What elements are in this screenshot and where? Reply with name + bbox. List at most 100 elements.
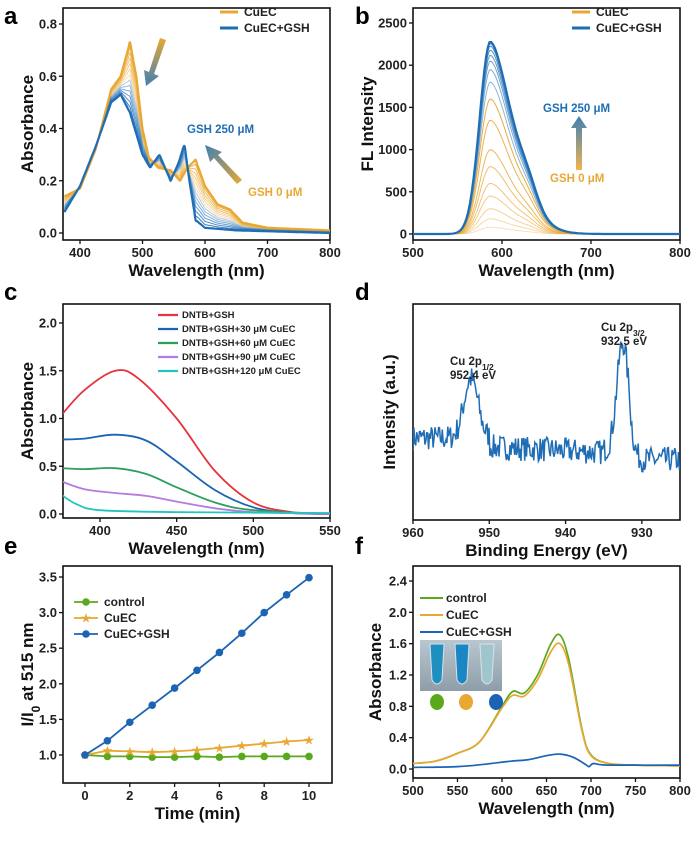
fl-spectrum-curve (413, 54, 680, 235)
legend-label: CuEC+GSH (446, 625, 512, 639)
x-tick-label: 700 (580, 783, 602, 798)
peak-label-subscript: 1/2 (482, 362, 494, 372)
increase-arrow-icon (571, 116, 587, 170)
panel-label-c: c (4, 279, 17, 306)
y-tick-label: 1.0 (39, 411, 57, 426)
fl-spectrum-curve (413, 40, 680, 236)
y-tick-label: 2.5 (39, 641, 57, 656)
data-point (148, 701, 156, 709)
x-tick-label: 700 (257, 245, 279, 260)
peak-energy-label: 952.4 eV (450, 370, 496, 382)
data-point (82, 630, 90, 638)
y-tick-label: 1.0 (39, 748, 57, 763)
x-tick-label: 940 (555, 525, 577, 540)
annotation-gsh-0: GSH 0 μM (550, 173, 604, 185)
y-tick-label: 0.5 (39, 459, 57, 474)
data-point (238, 752, 246, 761)
color-dot-icon (459, 694, 473, 710)
y-tick-label: 0.8 (39, 17, 57, 32)
legend-label: CuEC (104, 611, 137, 625)
data-point (305, 752, 313, 761)
plot-frame-e (62, 565, 333, 784)
x-tick-label: 750 (625, 783, 647, 798)
plot-area-f (413, 633, 680, 769)
data-point (215, 648, 224, 657)
legend-label: CuEC+GSH (596, 21, 662, 35)
y-tick-label: 0.2 (39, 173, 57, 188)
legend-label: DNTB+GSH+90 μM CuEC (182, 352, 296, 363)
spectrum-curve (63, 88, 330, 233)
data-point (215, 753, 224, 761)
y-tick-label: 3.5 (39, 570, 57, 585)
spectrum-curve (63, 41, 330, 232)
star-marker: ★ (169, 744, 181, 759)
x-tick-label: 930 (631, 525, 653, 540)
x-tick-label: 500 (402, 783, 424, 798)
data-point (126, 718, 134, 727)
data-point (260, 608, 269, 617)
x-tick-label: 550 (319, 523, 341, 538)
y-axis-title: FL Intensity (358, 76, 377, 172)
x-tick-label: 400 (89, 523, 111, 538)
y-tick-label: 0.4 (389, 730, 408, 745)
spectrum-curve (64, 58, 330, 232)
data-point (82, 598, 90, 606)
x-tick-label: 950 (478, 525, 500, 540)
y-tick-label: 1.2 (389, 668, 407, 683)
star-marker: ★ (80, 611, 92, 626)
y-tick-label: 2500 (378, 16, 407, 31)
data-point (126, 752, 134, 761)
tube-icon (479, 643, 495, 685)
plot-area-a (63, 41, 330, 235)
fl-spectrum-curve (413, 60, 680, 235)
panel-label-a: a (4, 3, 18, 30)
chart-c: 400 450 500 550 0.0 0.5 1.0 1.5 2.0 Wavelength (n… (18, 303, 341, 558)
y-axis-title-subscript: 0 (29, 705, 43, 712)
x-tick-label: 500 (242, 523, 264, 538)
tube-icon (429, 643, 445, 685)
plot-area-b (413, 40, 680, 236)
legend-label: CuEC (244, 5, 277, 19)
plot-area-c (63, 369, 330, 515)
fl-spectrum-curve (413, 45, 680, 235)
legend-label: CuEC+GSH (244, 21, 310, 35)
y-tick-label: 3.0 (39, 605, 57, 620)
fl-spectrum-curve (413, 98, 680, 235)
legend-label: control (446, 591, 487, 605)
data-point (282, 591, 291, 599)
x-axis-title: Wavelength (nm) (128, 261, 264, 280)
y-tick-label: 0.0 (39, 507, 57, 522)
xps-spectrum-line (413, 341, 680, 473)
peak-label-subscript: 3/2 (633, 328, 645, 338)
plot-frame-b (412, 7, 681, 241)
y-tick-label: 0.8 (389, 699, 407, 714)
series-line (63, 481, 330, 515)
y-tick-label: 2.0 (39, 676, 57, 691)
data-point (103, 752, 112, 761)
fl-spectrum-curve (413, 43, 680, 235)
peak-energy-label: 932.5 eV (601, 336, 647, 348)
shift-arrow-icon (205, 145, 242, 184)
data-point (103, 736, 112, 745)
y-axis-title: Intensity (a.u.) (380, 354, 399, 469)
plot-area-d (413, 341, 680, 473)
y-tick-label: 1000 (378, 142, 407, 157)
y-axis-title: Absorbance (18, 362, 37, 460)
data-point (170, 753, 179, 761)
star-marker: ★ (214, 740, 226, 755)
legend-label: DNTB+GSH+30 μM CuEC (182, 324, 296, 335)
series-line (84, 739, 310, 756)
y-tick-label: 2.0 (39, 316, 57, 331)
x-axis-title: Wavelength (nm) (478, 799, 614, 818)
x-tick-label: 2 (126, 788, 133, 803)
y-tick-label: 2.0 (389, 605, 407, 620)
star-marker: ★ (258, 736, 270, 751)
y-tick-label: 1500 (378, 100, 407, 115)
tube-icon (454, 643, 470, 685)
y-axis-title: I/I0 at 515 nm (18, 622, 43, 726)
x-tick-label: 500 (132, 245, 154, 260)
x-axis-title: Time (min) (155, 804, 241, 823)
series-line (63, 467, 330, 515)
data-point (81, 751, 89, 759)
star-marker: ★ (236, 738, 248, 753)
